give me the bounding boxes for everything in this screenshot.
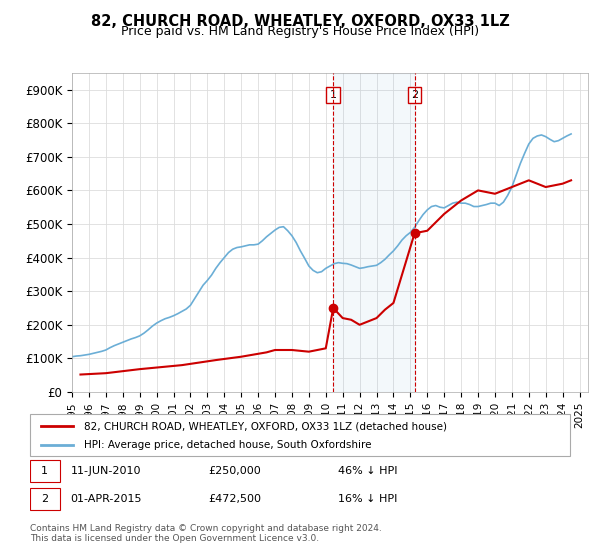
Text: £250,000: £250,000 (208, 466, 261, 476)
Text: 01-APR-2015: 01-APR-2015 (71, 494, 142, 504)
FancyBboxPatch shape (30, 488, 60, 510)
Text: 1: 1 (41, 466, 48, 476)
Text: Price paid vs. HM Land Registry's House Price Index (HPI): Price paid vs. HM Land Registry's House … (121, 25, 479, 38)
Text: 82, CHURCH ROAD, WHEATLEY, OXFORD, OX33 1LZ: 82, CHURCH ROAD, WHEATLEY, OXFORD, OX33 … (91, 14, 509, 29)
Bar (333, 73, 415, 392)
Text: 1: 1 (330, 90, 337, 100)
Text: HPI: Average price, detached house, South Oxfordshire: HPI: Average price, detached house, Sout… (84, 440, 371, 450)
Text: Contains HM Land Registry data © Crown copyright and database right 2024.
This d: Contains HM Land Registry data © Crown c… (30, 524, 382, 543)
FancyBboxPatch shape (30, 414, 570, 456)
Text: 16% ↓ HPI: 16% ↓ HPI (338, 494, 397, 504)
Text: 2: 2 (41, 494, 48, 504)
Text: 82, CHURCH ROAD, WHEATLEY, OXFORD, OX33 1LZ (detached house): 82, CHURCH ROAD, WHEATLEY, OXFORD, OX33 … (84, 421, 447, 431)
Text: 2: 2 (411, 90, 418, 100)
Text: 11-JUN-2010: 11-JUN-2010 (71, 466, 141, 476)
Text: £472,500: £472,500 (208, 494, 261, 504)
FancyBboxPatch shape (30, 460, 60, 482)
Text: 46% ↓ HPI: 46% ↓ HPI (338, 466, 397, 476)
